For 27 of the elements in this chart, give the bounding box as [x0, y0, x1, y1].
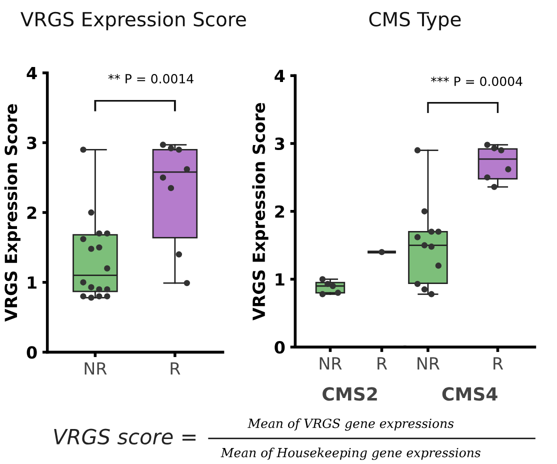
x-axis-title: CMS2 [322, 387, 377, 401]
y-axis-title: VRGS Expression Score [4, 104, 20, 322]
y-tick-label: 4 [26, 67, 37, 80]
y-tick-label: 3 [27, 136, 36, 150]
x-tick-label: NR [320, 357, 342, 370]
x-tick-label: R [378, 357, 388, 370]
chart-title: CMS Type [369, 12, 461, 30]
annotation: *** P = 0.0004 [430, 76, 522, 86]
y-tick-label: 0 [26, 346, 37, 359]
y-tick-label: 4 [274, 70, 285, 82]
x-axis-title: CMS4 [442, 387, 498, 401]
y-tick-label: 2 [275, 205, 284, 218]
x-tick-label: R [170, 362, 180, 375]
y-tick-label: 1 [28, 276, 36, 289]
text: Mean of VRGS gene expressions [248, 418, 454, 431]
y-tick-label: 1 [276, 273, 284, 286]
x-tick-label: NR [418, 357, 440, 370]
y-tick-label: 2 [27, 206, 36, 219]
x-tick-label: NR [84, 362, 107, 375]
text: Mean of Housekeeping gene expressions [220, 448, 480, 460]
chart-title: VRGS Expression Score [20, 11, 246, 30]
y-tick-label: 0 [274, 341, 285, 354]
y-tick-label: 3 [275, 137, 284, 150]
annotation: ** P = 0.0014 [108, 74, 194, 84]
x-tick-label: R [494, 357, 504, 370]
text: VRGS score = [54, 428, 196, 445]
y-axis-title: VRGS Expression Score [252, 102, 268, 320]
